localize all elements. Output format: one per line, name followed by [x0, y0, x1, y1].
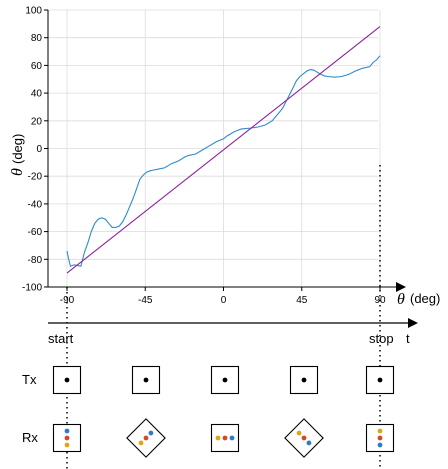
tx-dot	[143, 377, 149, 383]
x-axis-unit: (deg)	[410, 291, 440, 306]
tx-dot	[377, 377, 383, 383]
x-tick-label: 0	[221, 295, 227, 306]
tx-dot	[301, 377, 307, 383]
x-axis-symbol: θ	[397, 291, 405, 308]
y-tick-label: -80	[28, 255, 43, 266]
timeline-start-label: start	[48, 331, 74, 346]
y-tick-label: 60	[31, 61, 43, 72]
rx-dot-yellow	[138, 440, 144, 446]
tx-device	[365, 365, 395, 395]
rx-dot-red	[222, 435, 228, 441]
tx-device	[289, 365, 319, 395]
rx-dot-red	[64, 435, 70, 441]
tx-device	[52, 365, 82, 395]
y-tick-label: -40	[28, 199, 43, 210]
y-axis-symbol: θ	[9, 168, 26, 176]
rx-dot-yellow	[64, 442, 70, 448]
rx-device	[365, 423, 395, 453]
y-axis-unit: (deg)	[10, 134, 25, 164]
x-tick-label: -45	[138, 295, 153, 306]
series-line-1	[66, 55, 381, 267]
rx-device	[126, 418, 166, 458]
tx-dot	[64, 377, 70, 383]
x-axis-arrowhead	[396, 282, 406, 292]
series-line-2	[66, 26, 381, 274]
series-layer	[66, 26, 381, 274]
y-axis-label: θ (deg)	[9, 134, 26, 176]
rx-dot-blue	[148, 430, 154, 436]
timeline-arrowhead	[408, 318, 418, 328]
y-tick-label: 20	[31, 116, 43, 127]
tx-dot	[222, 377, 228, 383]
grid	[48, 9, 381, 288]
axes	[47, 10, 406, 292]
rx-dot-red	[377, 435, 383, 441]
y-tick-label: 40	[31, 89, 43, 100]
y-tick-label: 80	[31, 33, 43, 44]
x-tick-label: 45	[296, 295, 308, 306]
timeline-t-label: t	[406, 331, 410, 346]
devices-layer	[52, 365, 395, 458]
y-tick-label: -100	[22, 283, 42, 294]
rx-dot-red	[301, 435, 307, 441]
rx-dot-blue	[229, 435, 235, 441]
y-tick-label: 100	[25, 6, 42, 17]
rx-dot-yellow	[377, 428, 383, 434]
tx-row-label: Tx	[22, 372, 37, 387]
timeline-stop-label: stop	[369, 331, 394, 346]
rx-dot-blue	[377, 442, 383, 448]
rx-dot-blue	[64, 428, 70, 434]
y-tick-label: -60	[28, 227, 43, 238]
y-tick-label: -20	[28, 172, 43, 183]
rx-device	[284, 418, 324, 458]
tx-device	[210, 365, 240, 395]
tx-device	[131, 365, 161, 395]
rx-dot-red	[143, 435, 149, 441]
rx-device	[52, 423, 82, 453]
rx-device	[210, 423, 240, 453]
rx-dot-blue	[306, 440, 312, 446]
rx-row-label: Rx	[22, 430, 38, 445]
x-tick-label: -90	[60, 295, 75, 306]
rx-dot-yellow	[296, 430, 302, 436]
y-tick-label: 0	[36, 144, 42, 155]
rx-dot-yellow	[215, 435, 221, 441]
